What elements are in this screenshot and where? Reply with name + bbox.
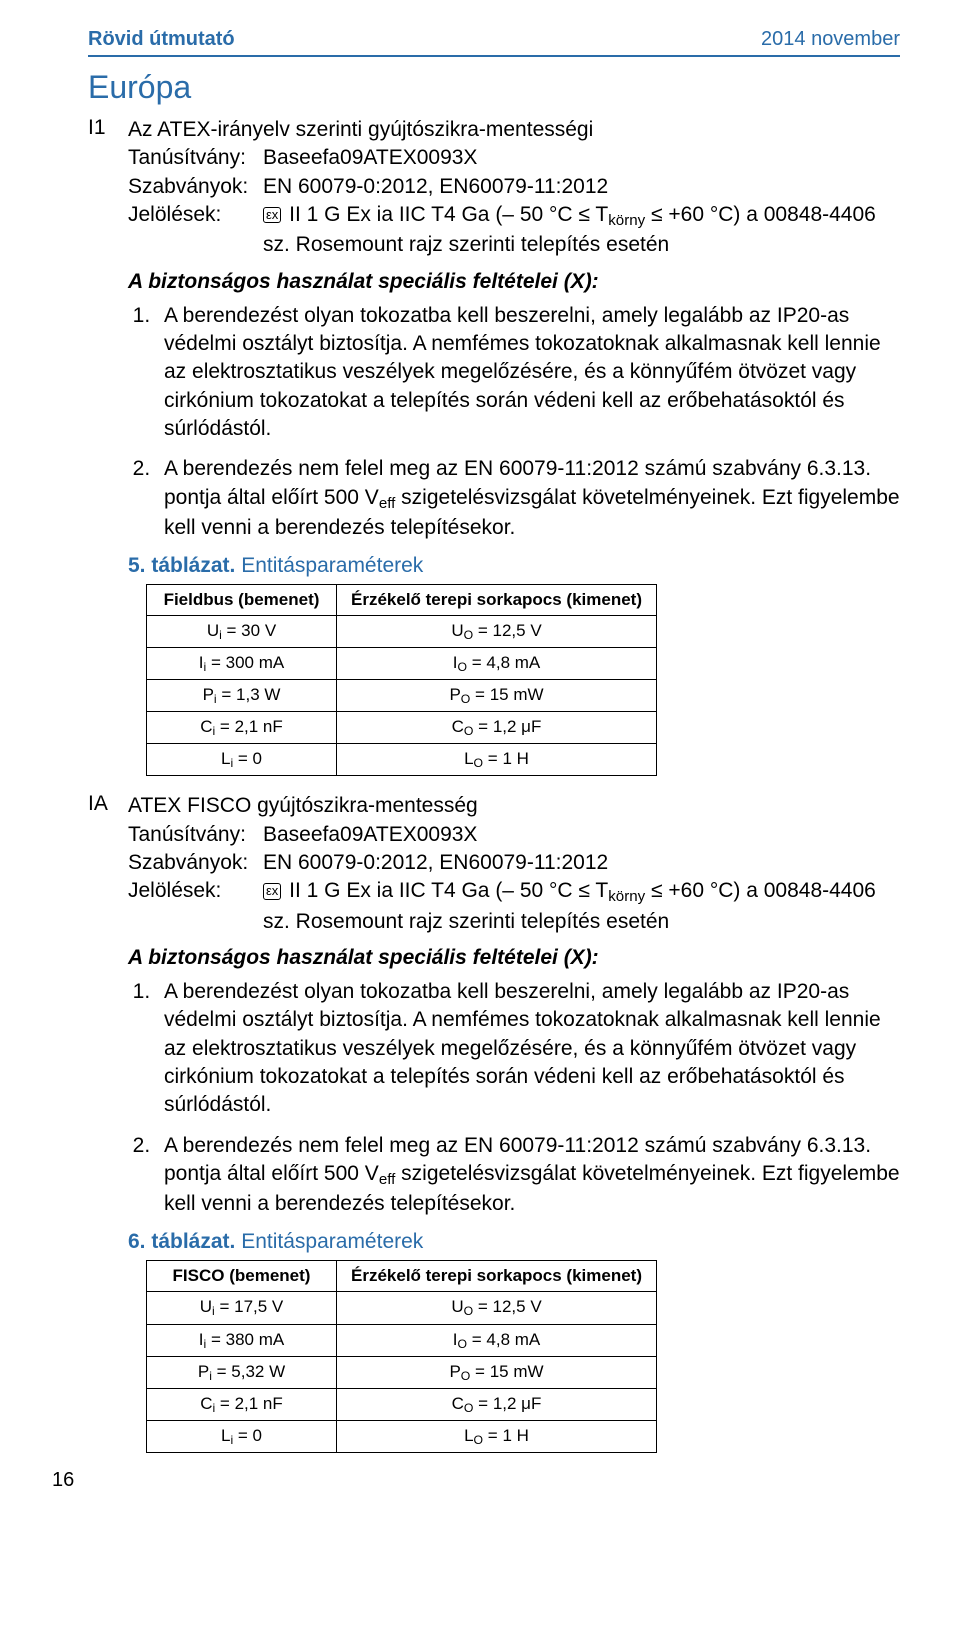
cert-value: Baseefa09ATEX0093X [263,821,900,849]
table-row: Ui = 17,5 VUO = 12,5 V [147,1292,657,1324]
std-line: Szabványok:EN 60079-0:2012, EN60079-11:2… [128,849,900,877]
std-value: EN 60079-0:2012, EN60079-11:2012 [263,173,900,201]
entry-title-row: IAATEX FISCO gyújtószikra-mentességTanús… [88,792,900,936]
table-caption-num: 5. táblázat. [128,554,235,577]
condition-item: A berendezés nem felel meg az EN 60079-1… [156,455,900,542]
entries-container: I1Az ATEX-irányelv szerinti gyújtószikra… [88,116,900,1453]
table-cell: UO = 12,5 V [337,616,657,648]
table-cell: IO = 4,8 mA [337,648,657,680]
table-cell: CO = 1,2 μF [337,1388,657,1420]
table-row: Ui = 30 VUO = 12,5 V [147,616,657,648]
cert-label: Tanúsítvány: [128,144,263,172]
table-row: Ii = 300 mAIO = 4,8 mA [147,648,657,680]
table-cell: CO = 1,2 μF [337,712,657,744]
table-caption-text: Entitásparaméterek [235,1230,423,1253]
table-cell: UO = 12,5 V [337,1292,657,1324]
table-cell: PO = 15 mW [337,680,657,712]
table-header: Érzékelő terepi sorkapocs (kimenet) [337,1261,657,1292]
mark-label: Jelölések: [128,201,263,229]
cert-value: Baseefa09ATEX0093X [263,144,900,172]
std-value: EN 60079-0:2012, EN60079-11:2012 [263,849,900,877]
entry-title: Az ATEX-irányelv szerinti gyújtószikra-m… [128,116,900,144]
header-right: 2014 november [761,28,900,51]
table-cell: Ci = 2,1 nF [147,712,337,744]
table-row: Ci = 2,1 nFCO = 1,2 μF [147,712,657,744]
section-title: Európa [88,69,900,106]
mark-value: εx II 1 G Ex ia IIC T4 Ga (– 50 °C ≤ Tkö… [263,877,900,936]
table-header: FISCO (bemenet) [147,1261,337,1292]
page-number: 16 [52,1469,900,1492]
table-cell: Ui = 17,5 V [147,1292,337,1324]
std-line: Szabványok:EN 60079-0:2012, EN60079-11:2… [128,173,900,201]
ex-icon: εx [263,883,281,899]
table-cell: Li = 0 [147,1420,337,1452]
header-left: Rövid útmutató [88,28,235,51]
entry-title: ATEX FISCO gyújtószikra-mentesség [128,792,900,820]
entry-code: IA [88,792,128,816]
table-cell: Ii = 380 mA [147,1324,337,1356]
param-table: FISCO (bemenet)Érzékelő terepi sorkapocs… [146,1260,657,1452]
mark-line: Jelölések:εx II 1 G Ex ia IIC T4 Ga (– 5… [128,877,900,936]
table-header: Érzékelő terepi sorkapocs (kimenet) [337,585,657,616]
page: Rövid útmutató 2014 november Európa I1Az… [0,0,960,1522]
table-row: Ci = 2,1 nFCO = 1,2 μF [147,1388,657,1420]
table-header: Fieldbus (bemenet) [147,585,337,616]
param-table: Fieldbus (bemenet)Érzékelő terepi sorkap… [146,584,657,776]
condition-item: A berendezést olyan tokozatba kell besze… [156,978,900,1120]
table-cell: LO = 1 H [337,744,657,776]
table-row: Li = 0LO = 1 H [147,744,657,776]
table-cell: Ui = 30 V [147,616,337,648]
mark-line: Jelölések:εx II 1 G Ex ia IIC T4 Ga (– 5… [128,201,900,260]
table-cell: Ci = 2,1 nF [147,1388,337,1420]
mark-label: Jelölések: [128,877,263,905]
condition-item: A berendezést olyan tokozatba kell besze… [156,302,900,444]
entry-body: Az ATEX-irányelv szerinti gyújtószikra-m… [128,116,900,260]
condition-item: A berendezés nem felel meg az EN 60079-1… [156,1132,900,1219]
table-cell: LO = 1 H [337,1420,657,1452]
table-row: Ii = 380 mAIO = 4,8 mA [147,1324,657,1356]
table-row: Li = 0LO = 1 H [147,1420,657,1452]
entry-body: ATEX FISCO gyújtószikra-mentességTanúsít… [128,792,900,936]
cert-label: Tanúsítvány: [128,821,263,849]
cert-line: Tanúsítvány:Baseefa09ATEX0093X [128,821,900,849]
conditions-heading: A biztonságos használat speciális feltét… [128,270,900,294]
table-caption: 6. táblázat. Entitásparaméterek [128,1230,900,1254]
table-cell: PO = 15 mW [337,1356,657,1388]
std-label: Szabványok: [128,173,263,201]
mark-value: εx II 1 G Ex ia IIC T4 Ga (– 50 °C ≤ Tkö… [263,201,900,260]
entry: I1Az ATEX-irányelv szerinti gyújtószikra… [88,116,900,776]
table-cell: Pi = 1,3 W [147,680,337,712]
conditions-list: A berendezést olyan tokozatba kell besze… [128,978,900,1219]
entry-code: I1 [88,116,128,140]
cert-line: Tanúsítvány:Baseefa09ATEX0093X [128,144,900,172]
ex-icon: εx [263,207,281,223]
conditions-heading: A biztonságos használat speciális feltét… [128,946,900,970]
table-caption: 5. táblázat. Entitásparaméterek [128,554,900,578]
table-cell: Li = 0 [147,744,337,776]
entry: IAATEX FISCO gyújtószikra-mentességTanús… [88,792,900,1452]
table-row: Pi = 5,32 WPO = 15 mW [147,1356,657,1388]
table-cell: Pi = 5,32 W [147,1356,337,1388]
entry-title-row: I1Az ATEX-irányelv szerinti gyújtószikra… [88,116,900,260]
table-caption-text: Entitásparaméterek [235,554,423,577]
table-cell: Ii = 300 mA [147,648,337,680]
table-cell: IO = 4,8 mA [337,1324,657,1356]
std-label: Szabványok: [128,849,263,877]
table-caption-num: 6. táblázat. [128,1230,235,1253]
page-header: Rövid útmutató 2014 november [88,28,900,57]
conditions-list: A berendezést olyan tokozatba kell besze… [128,302,900,543]
table-row: Pi = 1,3 WPO = 15 mW [147,680,657,712]
